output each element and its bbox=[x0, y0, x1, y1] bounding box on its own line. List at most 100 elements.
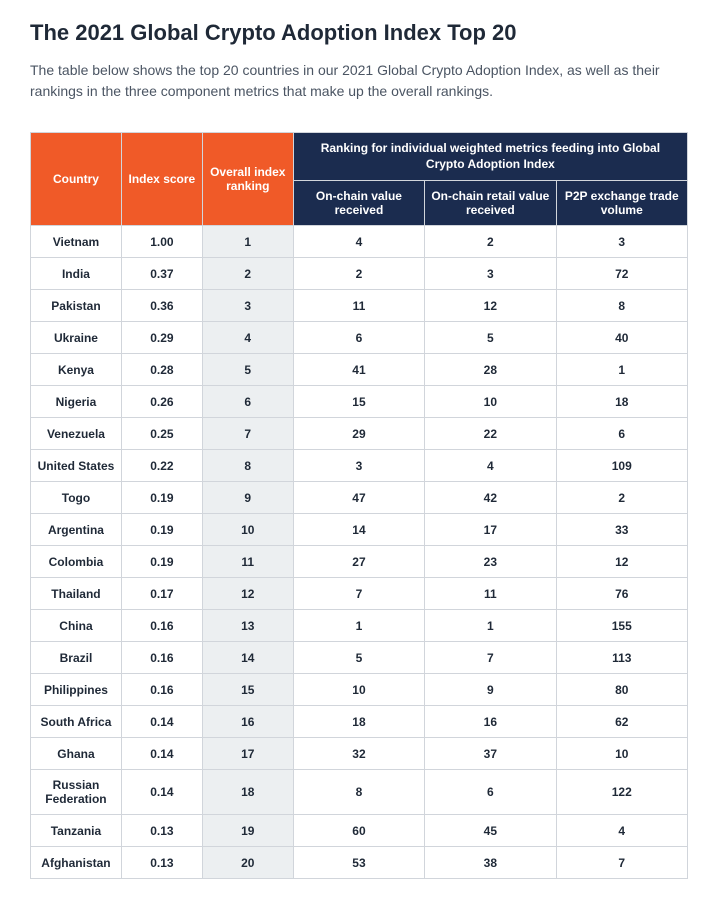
table-row: Ukraine0.2946540 bbox=[31, 322, 688, 354]
cell-country: Togo bbox=[31, 482, 122, 514]
cell-p2p_volume: 76 bbox=[556, 578, 687, 610]
cell-country: Philippines bbox=[31, 674, 122, 706]
cell-country: United States bbox=[31, 450, 122, 482]
cell-onchain_value: 18 bbox=[293, 706, 424, 738]
table-header: Country Index score Overall index rankin… bbox=[31, 133, 688, 226]
cell-overall_rank: 6 bbox=[202, 386, 293, 418]
cell-p2p_volume: 72 bbox=[556, 258, 687, 290]
cell-index_score: 0.29 bbox=[121, 322, 202, 354]
cell-index_score: 0.36 bbox=[121, 290, 202, 322]
col-header-overall-rank: Overall index ranking bbox=[202, 133, 293, 226]
cell-p2p_volume: 80 bbox=[556, 674, 687, 706]
cell-index_score: 0.19 bbox=[121, 482, 202, 514]
cell-overall_rank: 5 bbox=[202, 354, 293, 386]
cell-country: Kenya bbox=[31, 354, 122, 386]
table-row: Russian Federation0.141886122 bbox=[31, 770, 688, 815]
cell-overall_rank: 15 bbox=[202, 674, 293, 706]
cell-country: Vietnam bbox=[31, 226, 122, 258]
cell-p2p_volume: 6 bbox=[556, 418, 687, 450]
cell-onchain_retail: 23 bbox=[425, 546, 556, 578]
page-subtitle: The table below shows the top 20 countri… bbox=[30, 60, 688, 102]
table-row: Nigeria0.266151018 bbox=[31, 386, 688, 418]
cell-p2p_volume: 113 bbox=[556, 642, 687, 674]
cell-country: Argentina bbox=[31, 514, 122, 546]
cell-p2p_volume: 3 bbox=[556, 226, 687, 258]
cell-overall_rank: 12 bbox=[202, 578, 293, 610]
table-row: China0.161311155 bbox=[31, 610, 688, 642]
table-row: Venezuela0.25729226 bbox=[31, 418, 688, 450]
cell-overall_rank: 7 bbox=[202, 418, 293, 450]
cell-onchain_retail: 45 bbox=[425, 815, 556, 847]
cell-onchain_retail: 6 bbox=[425, 770, 556, 815]
cell-onchain_value: 27 bbox=[293, 546, 424, 578]
cell-country: Ukraine bbox=[31, 322, 122, 354]
cell-overall_rank: 1 bbox=[202, 226, 293, 258]
cell-onchain_retail: 3 bbox=[425, 258, 556, 290]
cell-onchain_value: 32 bbox=[293, 738, 424, 770]
cell-p2p_volume: 62 bbox=[556, 706, 687, 738]
cell-onchain_retail: 42 bbox=[425, 482, 556, 514]
cell-onchain_value: 41 bbox=[293, 354, 424, 386]
col-header-onchain-retail: On-chain retail value received bbox=[425, 181, 556, 226]
table-row: Pakistan0.36311128 bbox=[31, 290, 688, 322]
cell-overall_rank: 2 bbox=[202, 258, 293, 290]
cell-onchain_retail: 11 bbox=[425, 578, 556, 610]
cell-onchain_value: 53 bbox=[293, 847, 424, 879]
cell-p2p_volume: 40 bbox=[556, 322, 687, 354]
cell-onchain_retail: 2 bbox=[425, 226, 556, 258]
cell-index_score: 0.13 bbox=[121, 847, 202, 879]
cell-onchain_value: 29 bbox=[293, 418, 424, 450]
table-row: Vietnam1.001423 bbox=[31, 226, 688, 258]
cell-country: Tanzania bbox=[31, 815, 122, 847]
cell-index_score: 0.19 bbox=[121, 514, 202, 546]
cell-overall_rank: 17 bbox=[202, 738, 293, 770]
cell-country: Colombia bbox=[31, 546, 122, 578]
cell-onchain_retail: 16 bbox=[425, 706, 556, 738]
cell-index_score: 0.14 bbox=[121, 770, 202, 815]
cell-p2p_volume: 155 bbox=[556, 610, 687, 642]
cell-country: Pakistan bbox=[31, 290, 122, 322]
cell-country: Thailand bbox=[31, 578, 122, 610]
cell-overall_rank: 14 bbox=[202, 642, 293, 674]
cell-onchain_retail: 7 bbox=[425, 642, 556, 674]
cell-onchain_value: 11 bbox=[293, 290, 424, 322]
cell-overall_rank: 13 bbox=[202, 610, 293, 642]
cell-onchain_retail: 1 bbox=[425, 610, 556, 642]
cell-p2p_volume: 18 bbox=[556, 386, 687, 418]
cell-p2p_volume: 12 bbox=[556, 546, 687, 578]
col-header-p2p-volume: P2P exchange trade volume bbox=[556, 181, 687, 226]
cell-country: Venezuela bbox=[31, 418, 122, 450]
cell-onchain_value: 8 bbox=[293, 770, 424, 815]
cell-overall_rank: 4 bbox=[202, 322, 293, 354]
table-row: Tanzania0.131960454 bbox=[31, 815, 688, 847]
cell-overall_rank: 8 bbox=[202, 450, 293, 482]
cell-onchain_value: 3 bbox=[293, 450, 424, 482]
cell-onchain_value: 2 bbox=[293, 258, 424, 290]
cell-overall_rank: 9 bbox=[202, 482, 293, 514]
table-row: South Africa0.1416181662 bbox=[31, 706, 688, 738]
table-row: Afghanistan0.132053387 bbox=[31, 847, 688, 879]
cell-index_score: 0.16 bbox=[121, 674, 202, 706]
cell-onchain_retail: 4 bbox=[425, 450, 556, 482]
cell-onchain_value: 7 bbox=[293, 578, 424, 610]
cell-index_score: 0.14 bbox=[121, 706, 202, 738]
col-group-header-metrics: Ranking for individual weighted metrics … bbox=[293, 133, 687, 181]
cell-country: South Africa bbox=[31, 706, 122, 738]
cell-onchain_retail: 17 bbox=[425, 514, 556, 546]
cell-onchain_retail: 38 bbox=[425, 847, 556, 879]
table-row: United States0.22834109 bbox=[31, 450, 688, 482]
cell-onchain_retail: 37 bbox=[425, 738, 556, 770]
cell-index_score: 0.16 bbox=[121, 642, 202, 674]
cell-index_score: 1.00 bbox=[121, 226, 202, 258]
cell-onchain_value: 1 bbox=[293, 610, 424, 642]
cell-onchain_retail: 9 bbox=[425, 674, 556, 706]
cell-index_score: 0.14 bbox=[121, 738, 202, 770]
cell-onchain_value: 60 bbox=[293, 815, 424, 847]
cell-overall_rank: 3 bbox=[202, 290, 293, 322]
cell-index_score: 0.19 bbox=[121, 546, 202, 578]
cell-onchain_retail: 10 bbox=[425, 386, 556, 418]
cell-overall_rank: 16 bbox=[202, 706, 293, 738]
cell-p2p_volume: 33 bbox=[556, 514, 687, 546]
cell-country: Nigeria bbox=[31, 386, 122, 418]
cell-onchain_retail: 5 bbox=[425, 322, 556, 354]
